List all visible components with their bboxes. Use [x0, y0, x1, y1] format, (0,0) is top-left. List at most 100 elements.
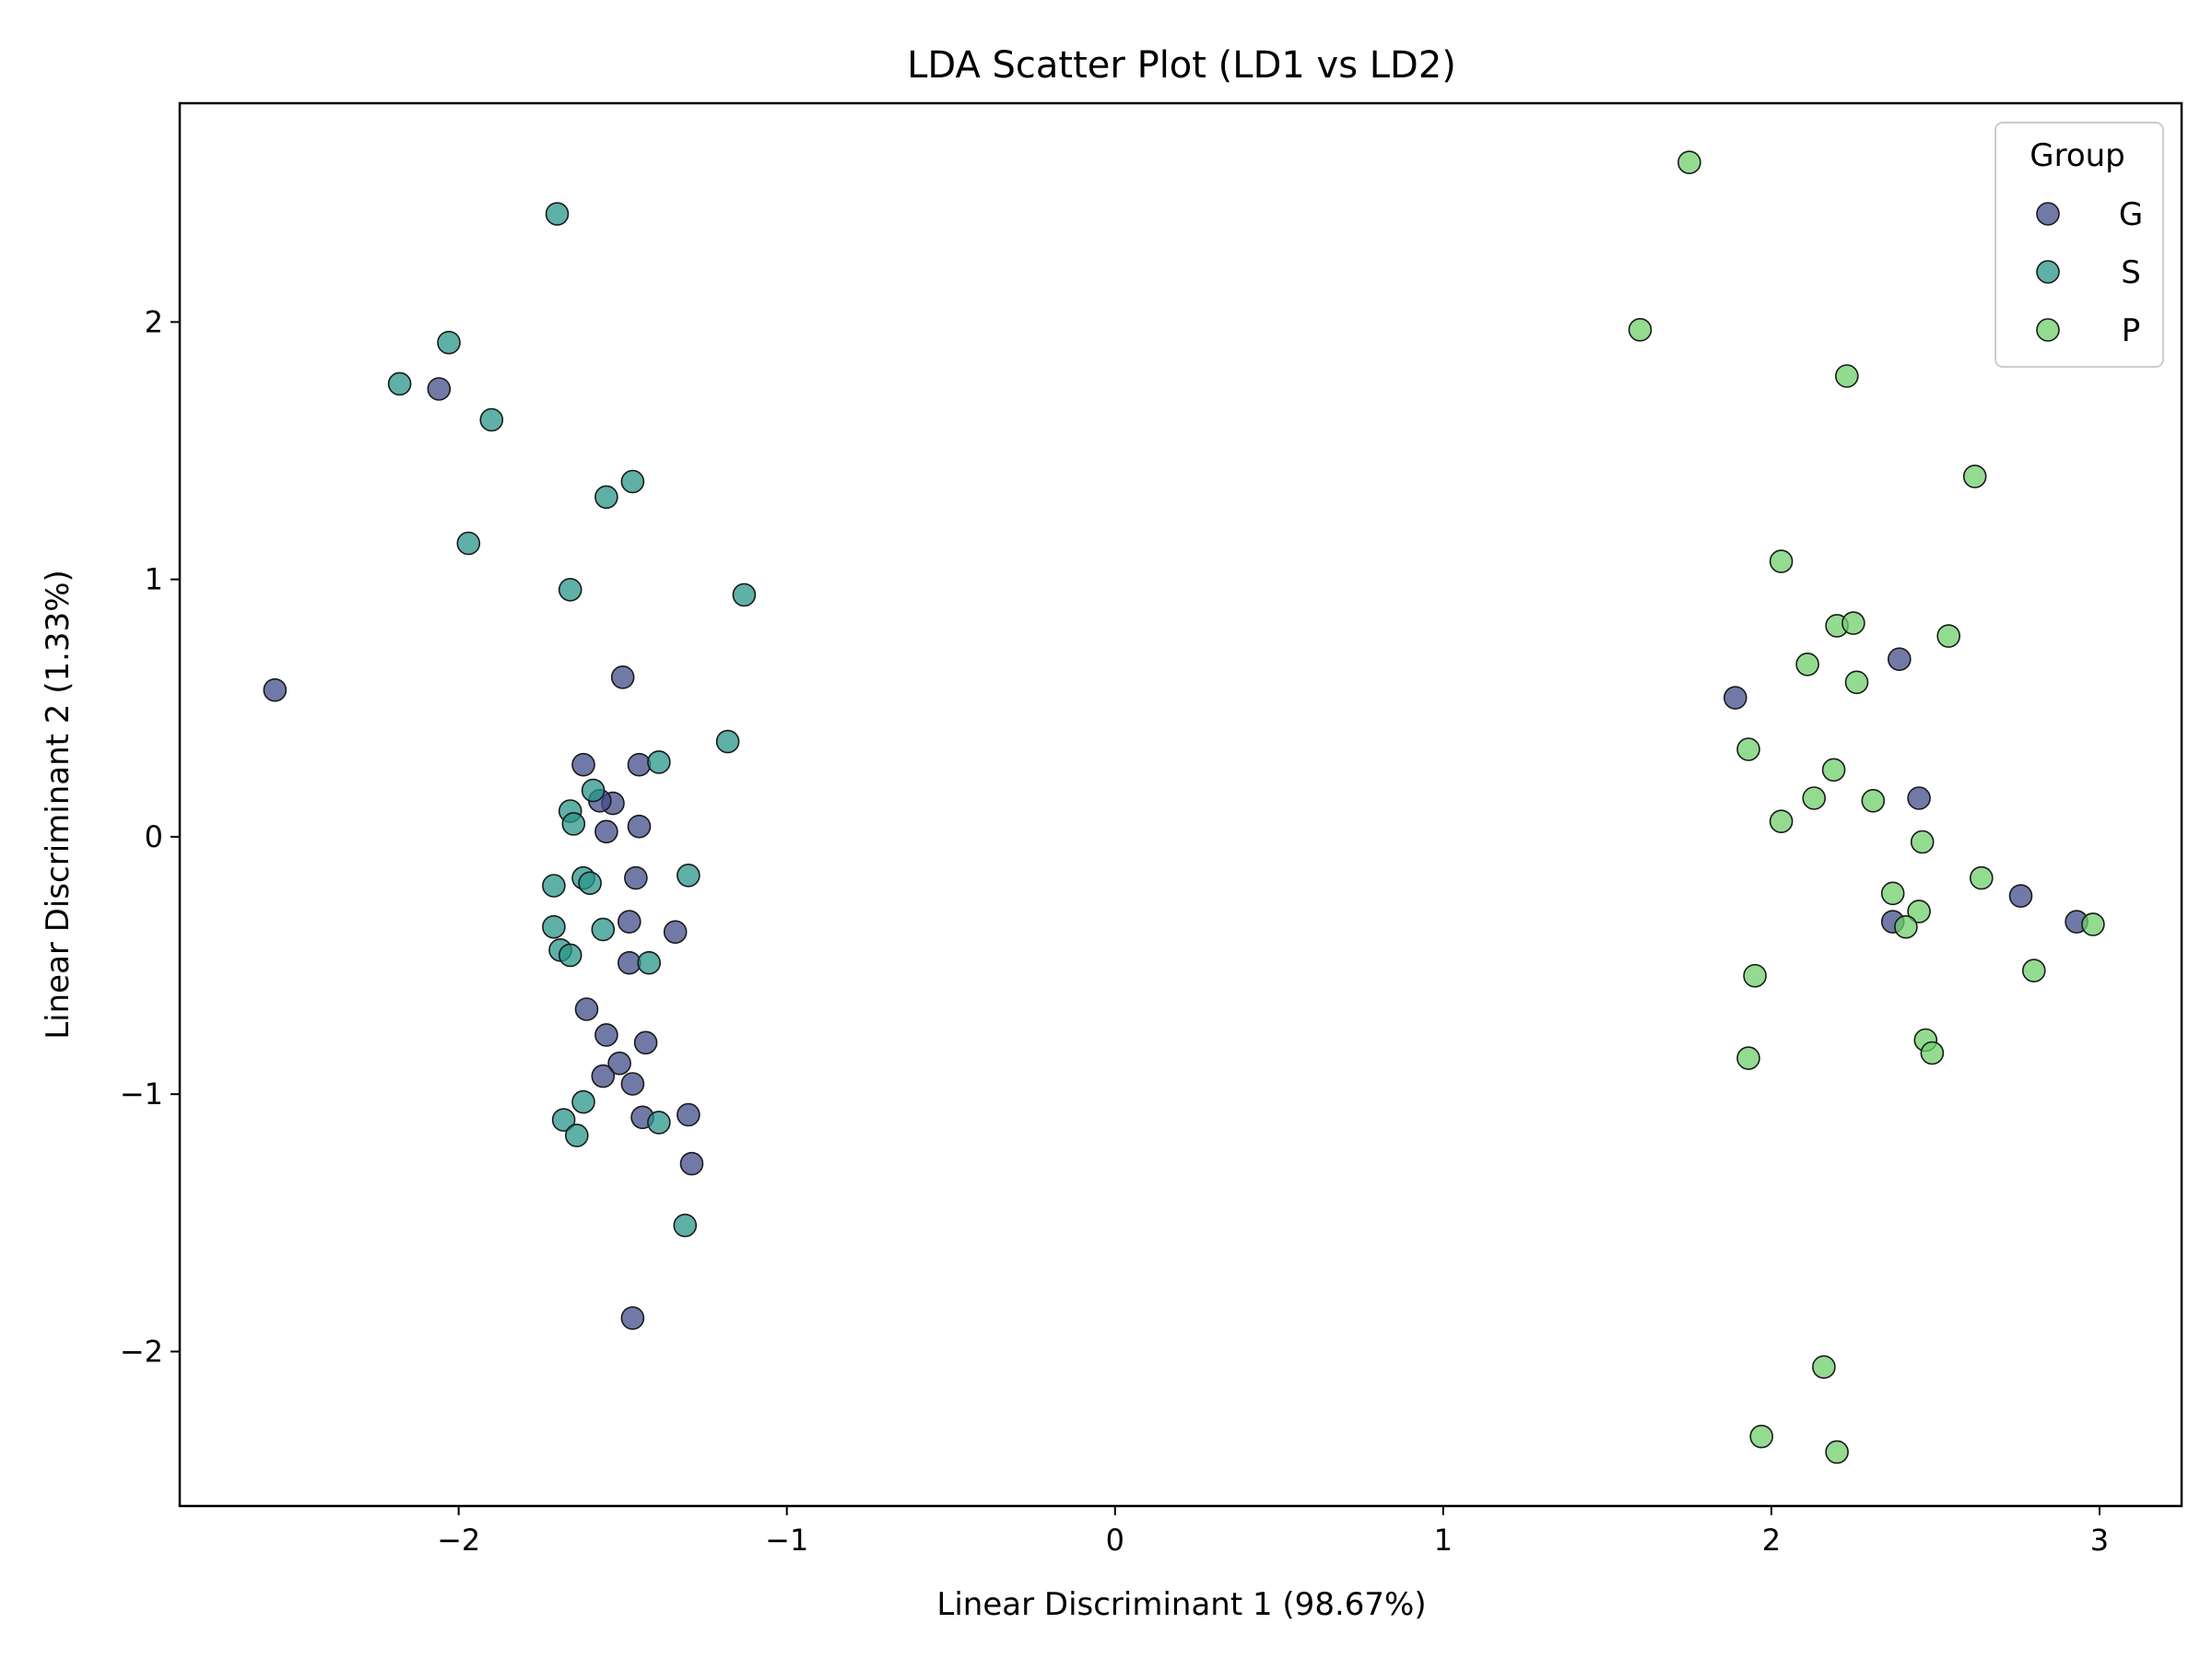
point-S-8: [732, 582, 757, 607]
point-S-9: [715, 729, 740, 754]
point-P-7: [1936, 624, 1960, 648]
point-G-8: [627, 814, 652, 839]
point-P-20: [2081, 912, 2105, 936]
legend-items: GSP: [2036, 196, 2143, 349]
point-P-19: [1894, 914, 1918, 939]
x-tick-label-5: 3: [2090, 1523, 2109, 1558]
point-G-23: [1724, 686, 1747, 710]
scatter-points: [263, 150, 2105, 1465]
point-G-16: [607, 1051, 631, 1076]
point-G-21: [679, 1151, 704, 1176]
point-S-3: [479, 407, 504, 432]
point-G-20: [677, 1102, 700, 1127]
point-P-11: [1821, 758, 1846, 782]
point-S-16: [542, 874, 566, 898]
y-tick-label-2: 0: [145, 819, 163, 854]
point-G-13: [574, 997, 599, 1021]
legend-label-G: G: [2119, 196, 2143, 233]
point-G-10: [617, 910, 641, 934]
point-P-16: [1970, 865, 1994, 890]
point-S-5: [594, 485, 618, 510]
point-P-8: [1795, 652, 1819, 677]
legend-marker-S: [2036, 260, 2060, 284]
point-G-17: [591, 1064, 616, 1088]
x-tick-label-4: 2: [1762, 1523, 1781, 1558]
x-tick-label-1: −1: [765, 1523, 808, 1558]
point-P-28: [1825, 1440, 1849, 1465]
point-G-3: [571, 752, 595, 777]
point-G-7: [594, 819, 618, 844]
point-G-22: [620, 1306, 645, 1330]
point-G-4: [627, 752, 652, 777]
point-G-2: [610, 665, 635, 689]
point-G-9: [624, 865, 648, 890]
point-P-25: [1736, 1046, 1760, 1070]
point-G-1: [427, 377, 452, 401]
point-P-1: [1628, 317, 1653, 342]
point-P-10: [1736, 737, 1760, 761]
point-P-4: [1769, 549, 1794, 573]
x-axis-ticks: −2 −1 0 1 2 3: [437, 1506, 2109, 1558]
point-S-10: [647, 750, 671, 774]
point-P-27: [1749, 1424, 1773, 1449]
y-tick-label-1: −1: [120, 1077, 163, 1112]
point-S-27: [673, 1213, 698, 1238]
point-S-19: [591, 917, 616, 942]
point-S-21: [558, 943, 582, 968]
point-G-18: [620, 1072, 645, 1096]
y-axis-label: Linear Discriminant 2 (1.33%): [40, 570, 76, 1040]
point-S-18: [542, 914, 566, 939]
point-P-12: [1802, 786, 1826, 810]
point-S-15: [578, 871, 602, 896]
point-G-0: [263, 677, 288, 702]
y-axis-ticks: −2 −1 0 1 2: [120, 304, 180, 1369]
point-P-3: [1962, 465, 1987, 488]
point-G-15: [633, 1030, 658, 1055]
point-S-1: [437, 330, 461, 355]
point-P-26: [1812, 1355, 1836, 1379]
point-S-6: [456, 531, 481, 556]
point-G-27: [2008, 884, 2033, 908]
point-S-25: [564, 1124, 589, 1147]
point-P-22: [1743, 963, 1767, 988]
x-tick-label-3: 1: [1434, 1523, 1453, 1558]
point-P-2: [1835, 364, 1859, 388]
point-S-13: [561, 812, 586, 836]
point-G-25: [1907, 786, 1931, 810]
x-axis-label: Linear Discriminant 1 (98.67%): [936, 1586, 1426, 1623]
point-P-17: [1880, 881, 1905, 906]
point-S-7: [558, 577, 582, 602]
point-S-23: [571, 1089, 595, 1114]
legend-label-P: P: [2122, 312, 2141, 349]
point-G-24: [1888, 647, 1912, 672]
chart-title: LDA Scatter Plot (LD1 vs LD2): [907, 44, 1456, 87]
legend-title: Group: [2030, 137, 2125, 174]
plot-frame: [178, 101, 2183, 1508]
point-G-12: [617, 950, 641, 975]
point-P-13: [1861, 788, 1886, 813]
x-tick-label-2: 0: [1106, 1523, 1124, 1558]
point-S-17: [677, 863, 700, 888]
point-S-2: [387, 371, 412, 396]
point-S-4: [620, 469, 645, 494]
point-P-0: [1677, 150, 1701, 174]
point-S-24: [551, 1108, 576, 1132]
point-P-14: [1769, 809, 1794, 834]
point-S-26: [647, 1111, 671, 1135]
point-P-15: [1910, 830, 1935, 854]
point-P-6: [1841, 611, 1865, 635]
legend: Group GSP: [1994, 122, 2164, 368]
point-S-0: [545, 202, 570, 226]
x-tick-label-0: −2: [437, 1523, 480, 1558]
y-tick-label-4: 2: [145, 304, 163, 339]
legend-marker-P: [2036, 318, 2060, 342]
point-S-11: [581, 778, 606, 803]
legend-marker-G: [2036, 202, 2060, 226]
legend-box: [1994, 122, 2164, 368]
y-tick-label-3: 1: [145, 562, 163, 597]
y-tick-label-0: −2: [120, 1334, 163, 1369]
point-P-18: [1907, 900, 1931, 924]
point-P-24: [1920, 1041, 1945, 1065]
